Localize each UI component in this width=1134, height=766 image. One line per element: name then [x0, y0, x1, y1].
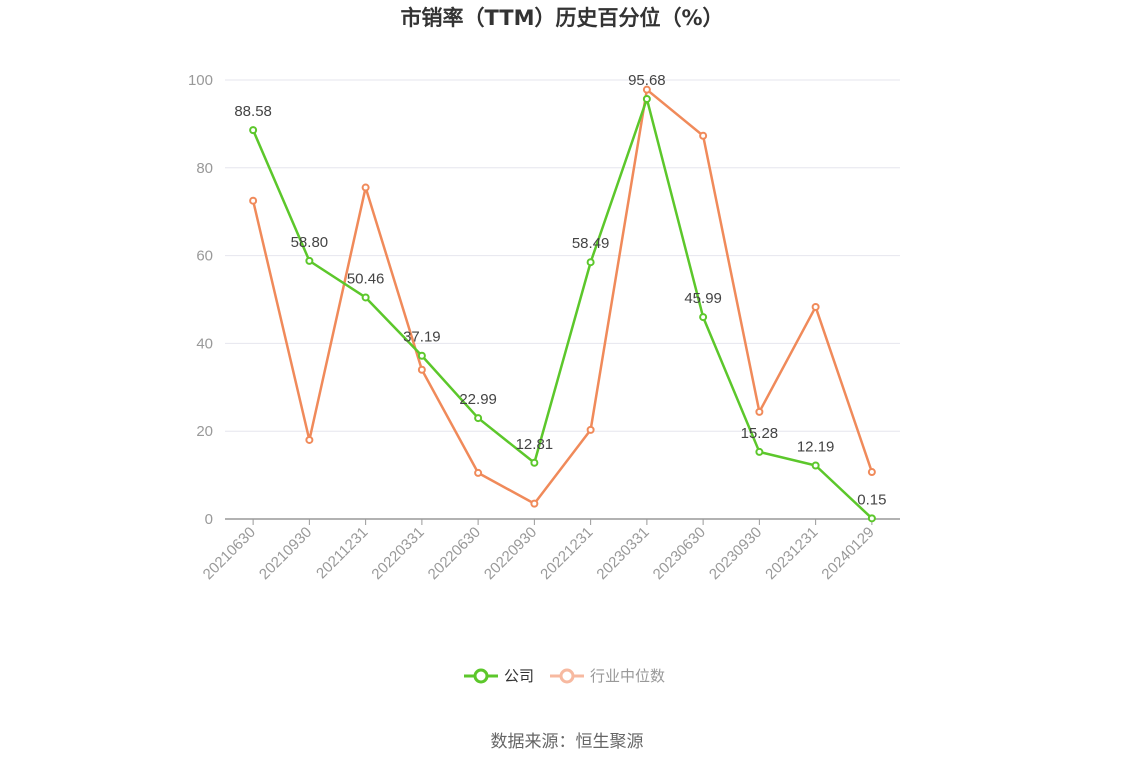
- legend-item-industry-median[interactable]: 行业中位数: [550, 667, 665, 685]
- x-tick-label: 20240129: [818, 524, 877, 583]
- x-tick-label: 20230630: [650, 524, 709, 583]
- data-point-company[interactable]: [305, 256, 314, 265]
- data-point-industry-median[interactable]: [361, 183, 370, 192]
- x-tick-label: 20211231: [313, 524, 371, 582]
- data-label-company: 22.99: [459, 391, 497, 408]
- grid-lines: [225, 79, 900, 432]
- y-tick-label: 100: [188, 72, 213, 89]
- legend-marker-company: [473, 668, 489, 684]
- data-point-company[interactable]: [867, 514, 876, 523]
- x-tick-label: 20220930: [481, 524, 540, 583]
- data-label-company: 15.28: [741, 425, 779, 442]
- data-point-company[interactable]: [530, 458, 539, 467]
- data-point-company[interactable]: [474, 414, 483, 423]
- data-point-company[interactable]: [361, 293, 370, 302]
- data-label-company: 12.81: [516, 436, 554, 453]
- data-label-company: 58.80: [291, 234, 329, 251]
- data-point-industry-median[interactable]: [417, 365, 426, 374]
- x-axis: 2021063020210930202112312022033120220630…: [200, 519, 878, 583]
- x-tick-label: 20230331: [593, 524, 652, 583]
- data-label-company: 37.19: [403, 329, 441, 346]
- data-label-company: 0.15: [857, 491, 886, 508]
- data-label-company: 95.68: [628, 72, 666, 89]
- y-tick-label: 40: [196, 335, 213, 352]
- data-label-company: 12.19: [797, 438, 835, 455]
- data-point-company[interactable]: [811, 461, 820, 470]
- data-point-company[interactable]: [642, 94, 651, 103]
- legend-marker-industry-median: [559, 668, 575, 684]
- x-tick-label: 20220630: [425, 524, 484, 583]
- data-point-industry-median[interactable]: [755, 407, 764, 416]
- data-point-industry-median[interactable]: [586, 425, 595, 434]
- series-line-company: [251, 97, 873, 520]
- legend-label-company: 公司: [504, 667, 534, 685]
- data-point-company[interactable]: [417, 351, 426, 360]
- data-point-industry-median[interactable]: [305, 435, 314, 444]
- x-tick-label: 20230930: [706, 524, 765, 583]
- chart-title: 市销率（TTM）历史百分位（%）: [400, 6, 723, 30]
- y-tick-label: 60: [196, 248, 213, 265]
- series-layer: [249, 85, 876, 523]
- legend-item-company[interactable]: 公司: [464, 667, 534, 685]
- y-tick-label: 20: [196, 423, 213, 440]
- y-axis: 0 20 40 60 80 100: [188, 72, 213, 528]
- data-point-company[interactable]: [755, 447, 764, 456]
- data-point-industry-median[interactable]: [867, 468, 876, 477]
- data-point-industry-median[interactable]: [530, 499, 539, 508]
- x-tick-label: 20221231: [537, 524, 596, 583]
- data-point-company[interactable]: [586, 258, 595, 267]
- legend-label-industry-median: 行业中位数: [590, 667, 665, 685]
- series-line-industry-median: [251, 88, 874, 505]
- data-label-company: 88.58: [234, 103, 272, 120]
- data-point-industry-median[interactable]: [642, 85, 651, 94]
- data-label-company: 50.46: [347, 270, 385, 287]
- y-tick-label: 0: [205, 511, 213, 528]
- data-point-industry-median[interactable]: [474, 468, 483, 477]
- data-label-company: 58.49: [572, 235, 610, 252]
- x-tick-label: 20210930: [256, 524, 315, 583]
- data-point-industry-median[interactable]: [811, 302, 820, 311]
- y-tick-label: 80: [196, 160, 213, 177]
- data-point-industry-median[interactable]: [249, 196, 258, 205]
- source-note: 数据来源：恒生聚源: [491, 732, 644, 752]
- data-point-company[interactable]: [699, 313, 708, 322]
- x-tick-label: 20231231: [762, 524, 821, 583]
- x-tick-label: 20210630: [200, 524, 259, 583]
- x-tick-label: 20220331: [368, 524, 427, 583]
- data-label-company: 45.99: [684, 290, 722, 307]
- data-point-company[interactable]: [249, 126, 258, 135]
- data-point-industry-median[interactable]: [699, 131, 708, 140]
- data-labels: 88.58 58.80 50.46 37.19 22.99 12.81 58.49 95.68…: [234, 72, 886, 508]
- legend: 公司 行业中位数: [464, 667, 665, 685]
